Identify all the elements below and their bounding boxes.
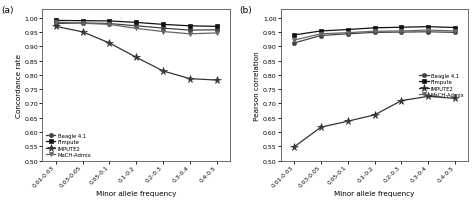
FImpute	[345, 29, 351, 32]
Beagle 4.1	[452, 32, 458, 34]
Beagle 4.1	[53, 23, 59, 26]
FImpute	[160, 24, 166, 26]
IMPUTE2	[399, 100, 404, 102]
Line: FImpute: FImpute	[292, 25, 457, 38]
MaCH-Admix	[107, 24, 112, 26]
IMPUTE2	[133, 57, 139, 59]
FImpute	[133, 22, 139, 24]
Line: IMPUTE2: IMPUTE2	[290, 93, 459, 151]
FImpute	[214, 26, 219, 28]
IMPUTE2	[318, 126, 324, 129]
FImpute	[399, 27, 404, 29]
FImpute	[187, 25, 192, 28]
IMPUTE2	[214, 79, 219, 82]
Y-axis label: Concordance rate: Concordance rate	[16, 54, 22, 117]
IMPUTE2	[291, 146, 297, 148]
MaCH-Admix	[80, 23, 85, 25]
FImpute	[291, 35, 297, 37]
MaCH-Admix	[160, 31, 166, 34]
Beagle 4.1	[107, 23, 112, 26]
MaCH-Admix	[53, 22, 59, 24]
IMPUTE2	[372, 114, 377, 117]
MaCH-Admix	[452, 31, 458, 33]
Line: IMPUTE2: IMPUTE2	[52, 23, 220, 84]
Legend: Beagle 4.1, FImpute, IMPUTE2, MaCH-Admix: Beagle 4.1, FImpute, IMPUTE2, MaCH-Admix	[419, 73, 466, 98]
IMPUTE2	[80, 32, 85, 34]
X-axis label: Minor allele frequency: Minor allele frequency	[96, 190, 176, 197]
Line: Beagle 4.1: Beagle 4.1	[54, 22, 219, 33]
Beagle 4.1	[399, 32, 404, 34]
MaCH-Admix	[187, 33, 192, 36]
FImpute	[425, 26, 431, 29]
MaCH-Admix	[318, 33, 324, 36]
Legend: Beagle 4.1, FImpute, IMPUTE2, MaCH-Admix: Beagle 4.1, FImpute, IMPUTE2, MaCH-Admix	[45, 132, 92, 158]
Beagle 4.1	[80, 23, 85, 25]
MaCH-Admix	[214, 33, 219, 35]
Beagle 4.1	[318, 35, 324, 38]
Y-axis label: Pearson correlation: Pearson correlation	[254, 51, 260, 120]
MaCH-Admix	[399, 31, 404, 33]
X-axis label: Minor allele frequency: Minor allele frequency	[334, 190, 415, 197]
MaCH-Admix	[291, 40, 297, 42]
Line: MaCH-Admix: MaCH-Admix	[54, 21, 219, 37]
IMPUTE2	[452, 98, 458, 100]
Text: (a): (a)	[1, 6, 13, 15]
Beagle 4.1	[187, 30, 192, 32]
IMPUTE2	[160, 70, 166, 73]
IMPUTE2	[425, 96, 431, 98]
IMPUTE2	[107, 42, 112, 45]
Line: MaCH-Admix: MaCH-Admix	[292, 29, 457, 43]
Beagle 4.1	[133, 25, 139, 28]
FImpute	[452, 27, 458, 29]
MaCH-Admix	[345, 32, 351, 35]
Line: Beagle 4.1: Beagle 4.1	[292, 31, 457, 46]
FImpute	[318, 31, 324, 33]
FImpute	[53, 20, 59, 22]
Beagle 4.1	[345, 33, 351, 36]
FImpute	[372, 27, 377, 30]
Line: FImpute: FImpute	[54, 19, 219, 29]
MaCH-Admix	[425, 30, 431, 32]
Beagle 4.1	[372, 32, 377, 34]
FImpute	[107, 21, 112, 23]
FImpute	[80, 20, 85, 23]
MaCH-Admix	[133, 28, 139, 31]
Beagle 4.1	[160, 28, 166, 30]
Beagle 4.1	[291, 42, 297, 45]
IMPUTE2	[53, 26, 59, 28]
MaCH-Admix	[372, 31, 377, 33]
Beagle 4.1	[214, 29, 219, 32]
IMPUTE2	[187, 78, 192, 80]
Text: (b): (b)	[239, 6, 252, 15]
Beagle 4.1	[425, 32, 431, 34]
IMPUTE2	[345, 120, 351, 123]
